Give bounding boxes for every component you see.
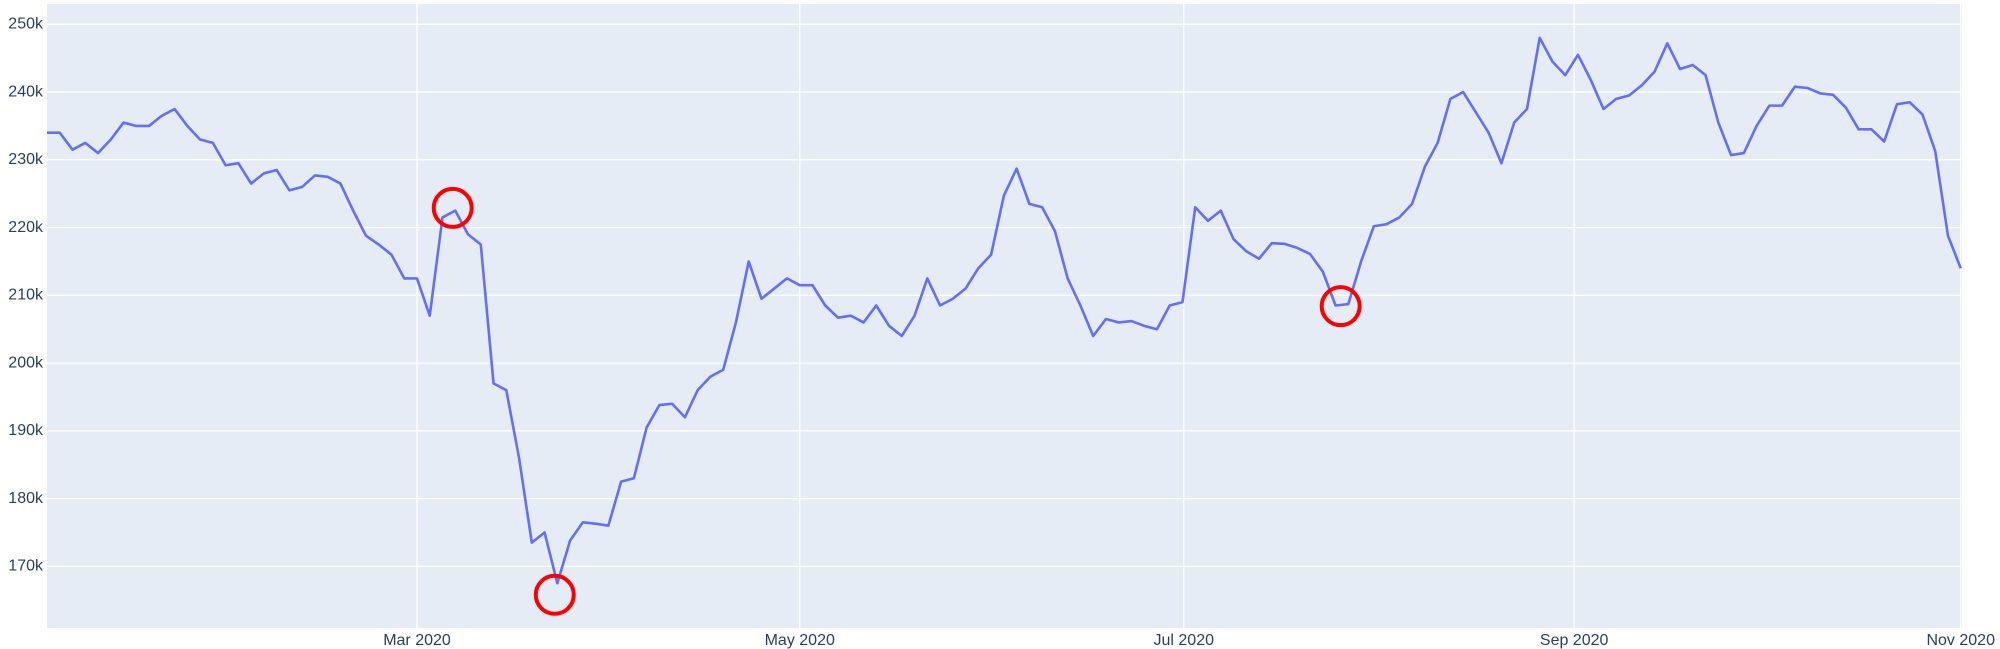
highlight-circle [533,573,576,616]
y-tick-label: 210k [8,287,44,304]
x-tick-label: Jul 2020 [1154,632,1215,649]
highlight-circle [1319,285,1362,328]
y-tick-label: 180k [8,490,44,507]
y-tick-label: 240k [8,83,44,100]
x-tick-label: Nov 2020 [1926,632,1995,649]
plot-area [47,4,1962,628]
data-line [47,36,1962,585]
y-tick-label: 190k [8,422,44,439]
y-tick-label: 200k [8,354,44,371]
y-tick-label: 170k [8,558,44,575]
highlight-circle [431,186,474,229]
y-tick-label: 230k [8,151,44,168]
x-tick-label: Mar 2020 [383,632,451,649]
x-tick-label: May 2020 [765,632,835,649]
x-tick-label: Sep 2020 [1540,632,1609,649]
y-tick-label: 220k [8,219,44,236]
y-tick-label: 250k [8,16,44,33]
